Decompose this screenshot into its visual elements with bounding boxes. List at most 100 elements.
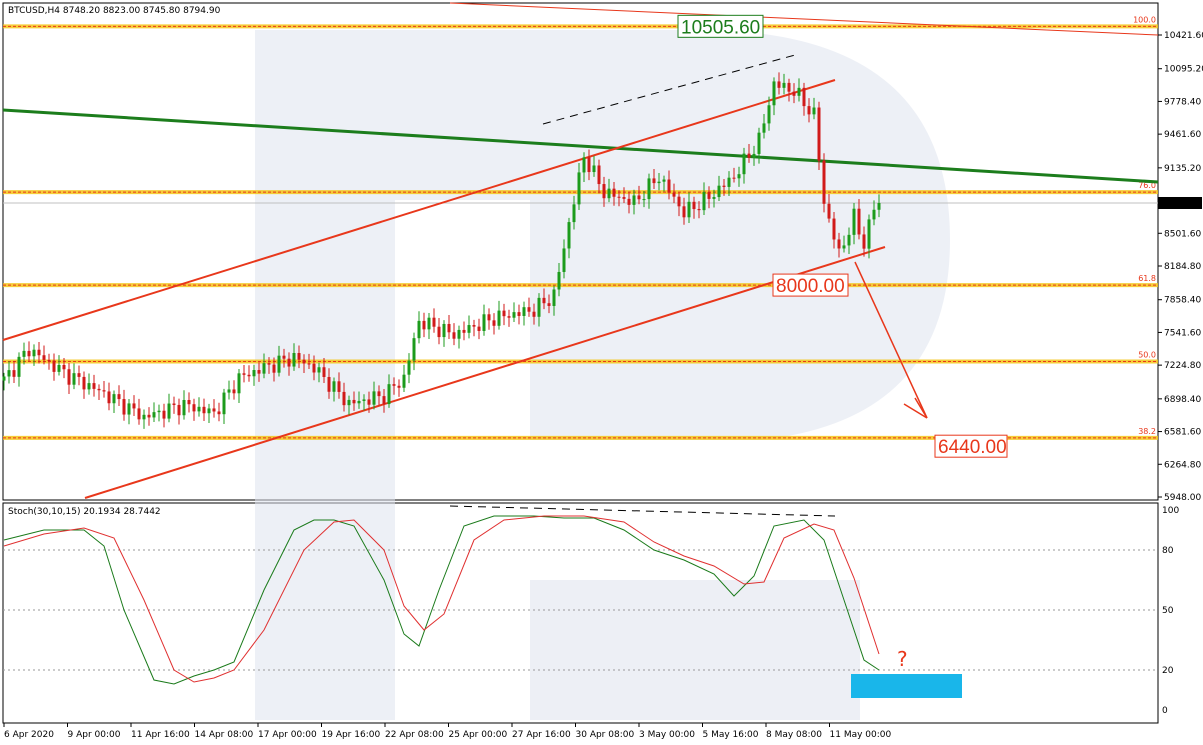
stoch-tick-label: 20 [1162, 666, 1174, 676]
candle-body [72, 373, 76, 385]
candle-body [852, 208, 856, 235]
candle-body [687, 201, 691, 218]
candle-body [532, 311, 536, 317]
time-tick-label: 11 May 00:00 [830, 730, 892, 740]
candle-body [742, 153, 746, 175]
candle-body [757, 132, 761, 154]
candle-body [217, 411, 221, 415]
price-tick-label: 6898.40 [1164, 395, 1201, 405]
candle-body [867, 219, 871, 249]
candle-body [232, 389, 236, 394]
time-tick-label: 14 Apr 08:00 [195, 730, 254, 740]
price-panel-frame [2, 2, 1159, 501]
candle-body [362, 399, 366, 401]
candle-body [497, 310, 501, 326]
candle-body [822, 160, 826, 204]
candle-body [767, 105, 771, 124]
price-tick-label: 9778.40 [1164, 97, 1201, 107]
stoch-tick-label: 100 [1162, 506, 1179, 516]
candle-body [482, 314, 486, 331]
candle-body [352, 399, 356, 404]
candle-body [872, 209, 876, 220]
candle-body [472, 325, 476, 327]
candle-body [637, 195, 641, 200]
candle-body [432, 317, 436, 327]
candle-body [87, 383, 91, 390]
candle-body [412, 338, 416, 361]
candle-body [832, 218, 836, 240]
candle-body [877, 202, 881, 210]
candle-body [152, 412, 156, 418]
candle-body [212, 408, 216, 412]
candle-body [382, 396, 386, 405]
candle-body [732, 177, 736, 179]
candle-body [552, 289, 556, 306]
candle-body [7, 370, 11, 377]
candle-body [582, 157, 586, 173]
candle-body [122, 399, 126, 415]
candle-body [242, 373, 246, 375]
candle-body [737, 174, 741, 179]
candle-body [717, 185, 721, 198]
candle-body [492, 320, 496, 326]
candle-body [172, 403, 176, 405]
candle-body [102, 390, 106, 392]
candle-body [247, 374, 251, 377]
time-tick-label: 8 May 08:00 [766, 730, 822, 740]
candle-body [77, 373, 81, 377]
candle-body [847, 234, 851, 246]
fib-label: 76.0 [1138, 181, 1156, 190]
candle-body [512, 312, 516, 318]
candle-body [62, 364, 66, 370]
candle-body [307, 363, 311, 365]
candle-body [837, 239, 841, 249]
candle-body [762, 123, 766, 133]
current-price-box [1158, 196, 1202, 209]
trend-lines [2, 2, 1159, 499]
candle-body [92, 383, 96, 389]
stoch-title: Stoch(30,10,15) 20.1934 28.7442 [8, 507, 161, 517]
candle-body [47, 359, 51, 361]
candle-body [802, 87, 806, 107]
price-tick-label: 7541.60 [1164, 328, 1201, 338]
time-tick-label: 5 May 16:00 [703, 730, 759, 740]
fib-label: 38.2 [1138, 427, 1156, 436]
fib-label: 61.8 [1138, 274, 1156, 283]
candle-body [772, 81, 776, 106]
price-chart-title: BTCUSD,H4 8748.20 8823.00 8745.80 8794.9… [8, 6, 221, 16]
price-tick-label: 10421.60 [1164, 31, 1203, 41]
candle-body [392, 384, 396, 386]
candle-body [272, 364, 276, 373]
upper-channel-line [2, 79, 836, 341]
time-tick-label: 27 Apr 16:00 [512, 730, 571, 740]
candle-body [157, 410, 161, 413]
stoch-tick-label: 50 [1162, 606, 1174, 616]
annotation-box [677, 14, 764, 38]
candle-body [342, 391, 346, 406]
candle-body [812, 107, 816, 115]
candle-body [562, 248, 566, 272]
candle-body [167, 403, 171, 419]
time-tick-label: 30 Apr 08:00 [576, 730, 635, 740]
candle-body [337, 381, 341, 392]
candle-body [707, 192, 711, 199]
candle-body [467, 325, 471, 333]
stoch-panel-frame [2, 502, 1159, 724]
candle-body [647, 178, 651, 200]
candle-body [752, 153, 756, 158]
candle-body [17, 356, 21, 377]
candle-body [592, 165, 596, 173]
candle-body [782, 82, 786, 88]
candle-body [347, 399, 351, 406]
candle-body [222, 392, 226, 415]
candle-body [692, 201, 696, 210]
forecast-arrow-line [854, 261, 928, 419]
candle-body [287, 358, 291, 367]
candle-body [132, 403, 136, 409]
candle-body [137, 408, 141, 420]
candle-body [857, 208, 861, 235]
candle-body [452, 332, 456, 339]
green-resistance-line [2, 108, 1159, 184]
dashed-high-line [542, 54, 796, 125]
candle-body [207, 408, 211, 414]
